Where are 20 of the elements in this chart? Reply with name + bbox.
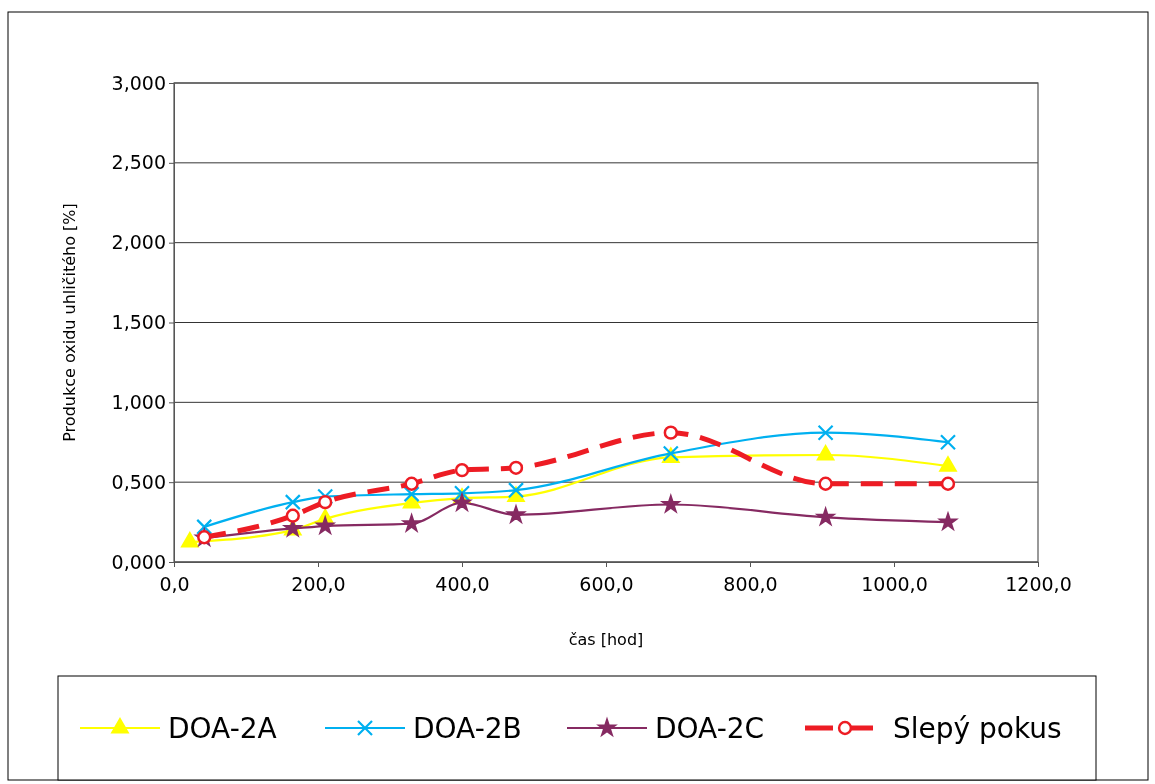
y-axis-title: Produkce oxidu uhličitého [%] <box>60 203 79 442</box>
x-tick-label: 1000,0 <box>861 572 928 595</box>
x-tick-label: 800,0 <box>723 572 778 595</box>
x-tick-label: 400,0 <box>435 572 490 595</box>
x-tick-label: 1200,0 <box>1005 572 1072 595</box>
x-axis-title: čas [hod] <box>568 630 644 649</box>
y-tick-label: 2,500 <box>111 151 166 174</box>
y-tick-label: 0,000 <box>111 550 166 573</box>
y-tick-label: 0,500 <box>111 470 166 493</box>
legend-label: DOA-2B <box>413 712 522 745</box>
legend-label: DOA-2C <box>655 712 765 745</box>
x-tick-label: 0,0 <box>159 572 190 595</box>
x-tick-label: 600,0 <box>579 572 634 595</box>
y-tick-label: 1,000 <box>111 390 166 413</box>
legend-label: Slepý pokus <box>893 712 1062 745</box>
x-tick-label: 200,0 <box>291 572 346 595</box>
y-tick-label: 3,000 <box>111 71 166 94</box>
legend-label: DOA-2A <box>168 712 277 745</box>
y-tick-label: 1,500 <box>111 311 166 334</box>
y-tick-label: 2,000 <box>111 231 166 254</box>
